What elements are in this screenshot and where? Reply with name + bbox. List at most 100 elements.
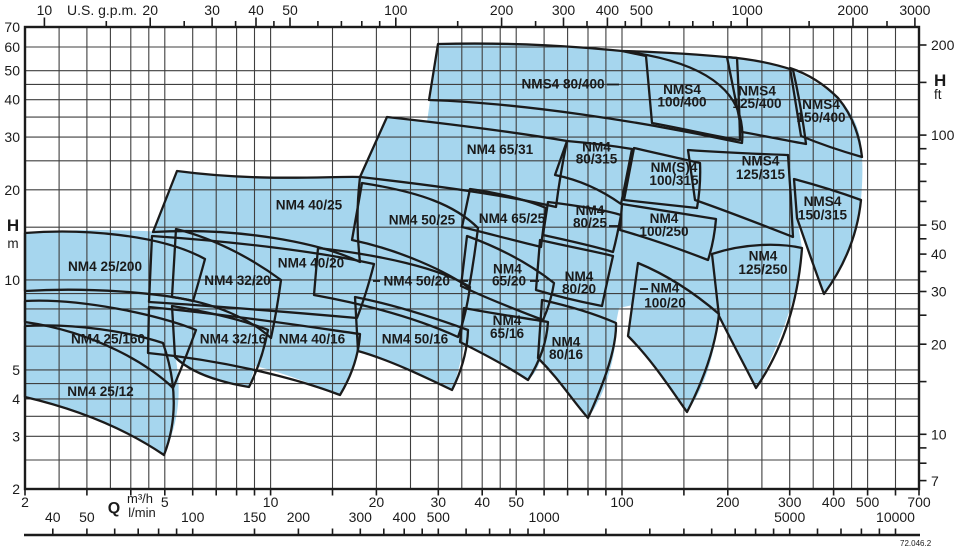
svg-text:NMS4: NMS4 <box>742 154 780 169</box>
svg-text:NM4: NM4 <box>493 313 522 328</box>
svg-text:50: 50 <box>508 494 524 510</box>
svg-text:NM4: NM4 <box>576 203 605 218</box>
svg-text:7: 7 <box>931 473 939 489</box>
svg-text:80/20: 80/20 <box>562 282 596 297</box>
svg-text:H: H <box>7 216 19 235</box>
svg-text:NM4 40/20: NM4 40/20 <box>278 256 345 271</box>
svg-text:125/315: 125/315 <box>736 167 786 182</box>
svg-text:NM4 40/25: NM4 40/25 <box>276 198 343 213</box>
svg-text:65/16: 65/16 <box>490 326 524 341</box>
svg-text:1000: 1000 <box>732 2 763 18</box>
svg-text:NMS4: NMS4 <box>738 84 776 99</box>
svg-text:500: 500 <box>630 2 654 18</box>
svg-text:40: 40 <box>45 509 61 525</box>
svg-text:ft: ft <box>934 87 942 102</box>
svg-text:100/400: 100/400 <box>657 95 706 110</box>
svg-text:NM4 50/25: NM4 50/25 <box>389 213 456 228</box>
svg-text:3: 3 <box>12 428 20 444</box>
svg-text:5: 5 <box>161 494 169 510</box>
svg-text:NM4 40/16: NM4 40/16 <box>279 332 346 347</box>
svg-text:80/25: 80/25 <box>573 216 607 231</box>
svg-text:10: 10 <box>4 272 20 288</box>
svg-text:40: 40 <box>474 494 490 510</box>
svg-text:30: 30 <box>4 129 20 145</box>
svg-text:100: 100 <box>931 127 955 143</box>
svg-text:m: m <box>7 236 18 251</box>
svg-text:10: 10 <box>263 494 279 510</box>
svg-text:1000: 1000 <box>529 509 560 525</box>
svg-text:NMS4: NMS4 <box>663 82 701 97</box>
svg-text:U.S. g.p.m.: U.S. g.p.m. <box>67 2 137 18</box>
svg-text:l/min: l/min <box>128 505 155 520</box>
svg-text:60: 60 <box>4 39 20 55</box>
svg-text:4: 4 <box>12 391 20 407</box>
svg-text:700: 700 <box>907 494 931 510</box>
svg-text:20: 20 <box>4 182 20 198</box>
svg-text:NM4 25/200: NM4 25/200 <box>68 259 142 274</box>
svg-text:150/400: 150/400 <box>796 110 845 125</box>
svg-text:10: 10 <box>37 2 53 18</box>
svg-text:50: 50 <box>282 2 298 18</box>
svg-text:200: 200 <box>931 37 955 53</box>
svg-text:50: 50 <box>79 509 95 525</box>
svg-text:400: 400 <box>596 2 620 18</box>
svg-text:NM4: NM4 <box>493 262 522 277</box>
svg-text:65/20: 65/20 <box>492 274 526 289</box>
svg-text:NM4: NM4 <box>582 140 611 155</box>
svg-text:30: 30 <box>204 2 220 18</box>
svg-text:NM4 25/160: NM4 25/160 <box>71 332 145 347</box>
svg-text:500: 500 <box>856 494 880 510</box>
svg-text:80/16: 80/16 <box>549 347 583 362</box>
svg-text:300: 300 <box>778 494 802 510</box>
svg-text:2: 2 <box>21 494 29 510</box>
svg-text:100/250: 100/250 <box>639 224 688 239</box>
svg-text:10000: 10000 <box>876 509 915 525</box>
svg-text:5000: 5000 <box>774 509 805 525</box>
svg-text:200: 200 <box>490 2 514 18</box>
svg-text:m³/h: m³/h <box>127 491 153 506</box>
svg-text:40: 40 <box>931 246 947 262</box>
svg-text:30: 30 <box>431 494 447 510</box>
svg-text:100: 100 <box>384 2 408 18</box>
svg-text:20: 20 <box>369 494 385 510</box>
svg-text:70: 70 <box>4 19 20 35</box>
svg-text:200: 200 <box>287 509 311 525</box>
svg-text:150/315: 150/315 <box>798 208 848 223</box>
svg-text:3000: 3000 <box>899 2 930 18</box>
svg-text:20: 20 <box>142 2 158 18</box>
svg-text:40: 40 <box>4 92 20 108</box>
svg-text:100/315: 100/315 <box>649 173 699 188</box>
svg-text:200: 200 <box>716 494 740 510</box>
svg-text:NM4 50/20: NM4 50/20 <box>383 274 450 289</box>
svg-text:100: 100 <box>610 494 634 510</box>
svg-text:300: 300 <box>349 509 373 525</box>
svg-text:NM4: NM4 <box>749 249 778 264</box>
svg-text:NM4 25/12: NM4 25/12 <box>67 384 134 399</box>
svg-text:125/400: 125/400 <box>732 96 781 111</box>
svg-text:400: 400 <box>822 494 846 510</box>
svg-text:500: 500 <box>427 509 451 525</box>
svg-text:150: 150 <box>243 509 267 525</box>
svg-text:2000: 2000 <box>837 2 868 18</box>
svg-text:NM4 65/25: NM4 65/25 <box>479 211 546 226</box>
svg-text:50: 50 <box>931 217 947 233</box>
svg-text:NM4: NM4 <box>552 335 581 350</box>
svg-text:50: 50 <box>4 63 20 79</box>
svg-text:100: 100 <box>181 509 205 525</box>
svg-text:40: 40 <box>248 2 264 18</box>
svg-text:NM4: NM4 <box>651 281 680 296</box>
svg-text:NM4 65/31: NM4 65/31 <box>467 142 534 157</box>
svg-text:H: H <box>934 71 946 90</box>
svg-text:72.046.2: 72.046.2 <box>900 539 932 548</box>
svg-text:NM4 32/20: NM4 32/20 <box>204 273 271 288</box>
svg-text:400: 400 <box>393 509 417 525</box>
svg-text:Q: Q <box>108 500 120 517</box>
svg-text:100/20: 100/20 <box>644 296 686 311</box>
svg-text:NM4 50/16: NM4 50/16 <box>382 332 449 347</box>
svg-text:300: 300 <box>552 2 576 18</box>
svg-text:NMS4: NMS4 <box>804 194 842 209</box>
svg-text:80/315: 80/315 <box>576 152 618 167</box>
svg-text:10: 10 <box>931 426 947 442</box>
svg-text:2: 2 <box>12 481 20 497</box>
svg-text:NM4: NM4 <box>565 269 594 284</box>
